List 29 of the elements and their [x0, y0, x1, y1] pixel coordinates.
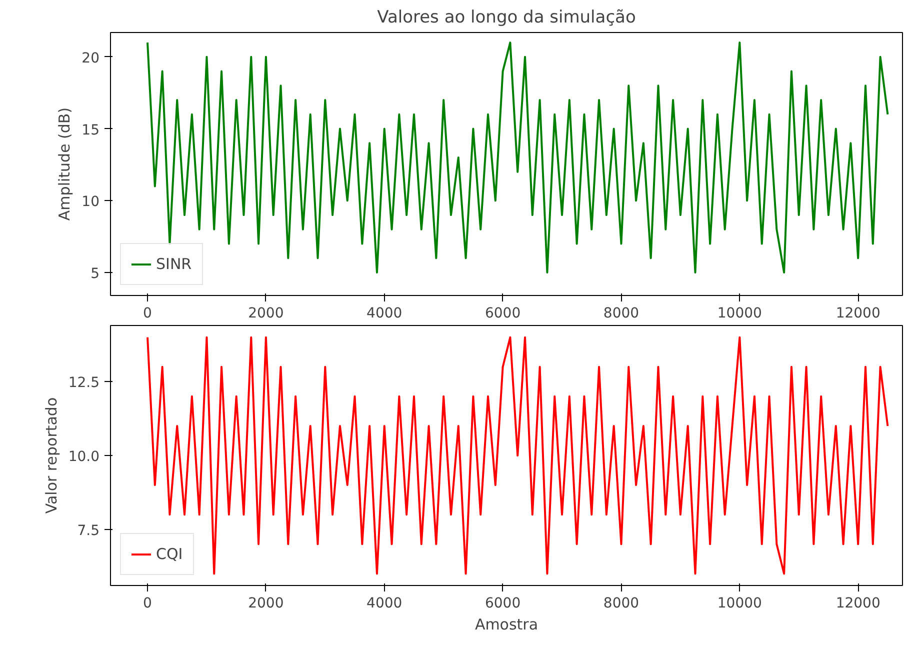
y-tick-label: 20: [82, 50, 100, 66]
x-tick-label: 12000: [836, 306, 880, 322]
line-series: [146, 336, 889, 575]
y-axis-title: Amplitude (dB): [56, 107, 74, 221]
x-tick-label: 0: [143, 306, 152, 322]
y-axis-title: Valor reportado: [42, 397, 60, 514]
x-tick-label: 8000: [603, 596, 640, 612]
legend-label: CQI: [156, 545, 183, 563]
y-tick-label: 12.5: [68, 375, 100, 392]
y-tick-label: 7.5: [77, 522, 100, 539]
x-tick-label: 12000: [836, 596, 880, 612]
x-tick-label: 2000: [248, 596, 284, 612]
y-tick-label: 15: [82, 122, 100, 138]
x-tick-label: 4000: [366, 306, 402, 322]
x-tick-label: 4000: [366, 596, 402, 612]
y-tick-label: 10.0: [68, 449, 100, 465]
legend-label: SINR: [156, 255, 192, 273]
y-tick-label: 10: [82, 194, 100, 210]
chart-title: Valores ao longo da simulação: [377, 8, 636, 28]
x-tick-label: 2000: [248, 306, 284, 322]
x-tick-label: 8000: [603, 306, 640, 322]
x-tick-label: 6000: [484, 306, 521, 322]
line-series: [146, 42, 889, 274]
x-tick-label: 0: [143, 596, 152, 612]
x-tick-label: 10000: [717, 306, 762, 322]
x-axis-title: Amostra: [474, 616, 538, 634]
y-tick-label: 5: [90, 266, 100, 282]
x-tick-label: 10000: [717, 596, 762, 612]
x-tick-label: 6000: [484, 596, 521, 612]
